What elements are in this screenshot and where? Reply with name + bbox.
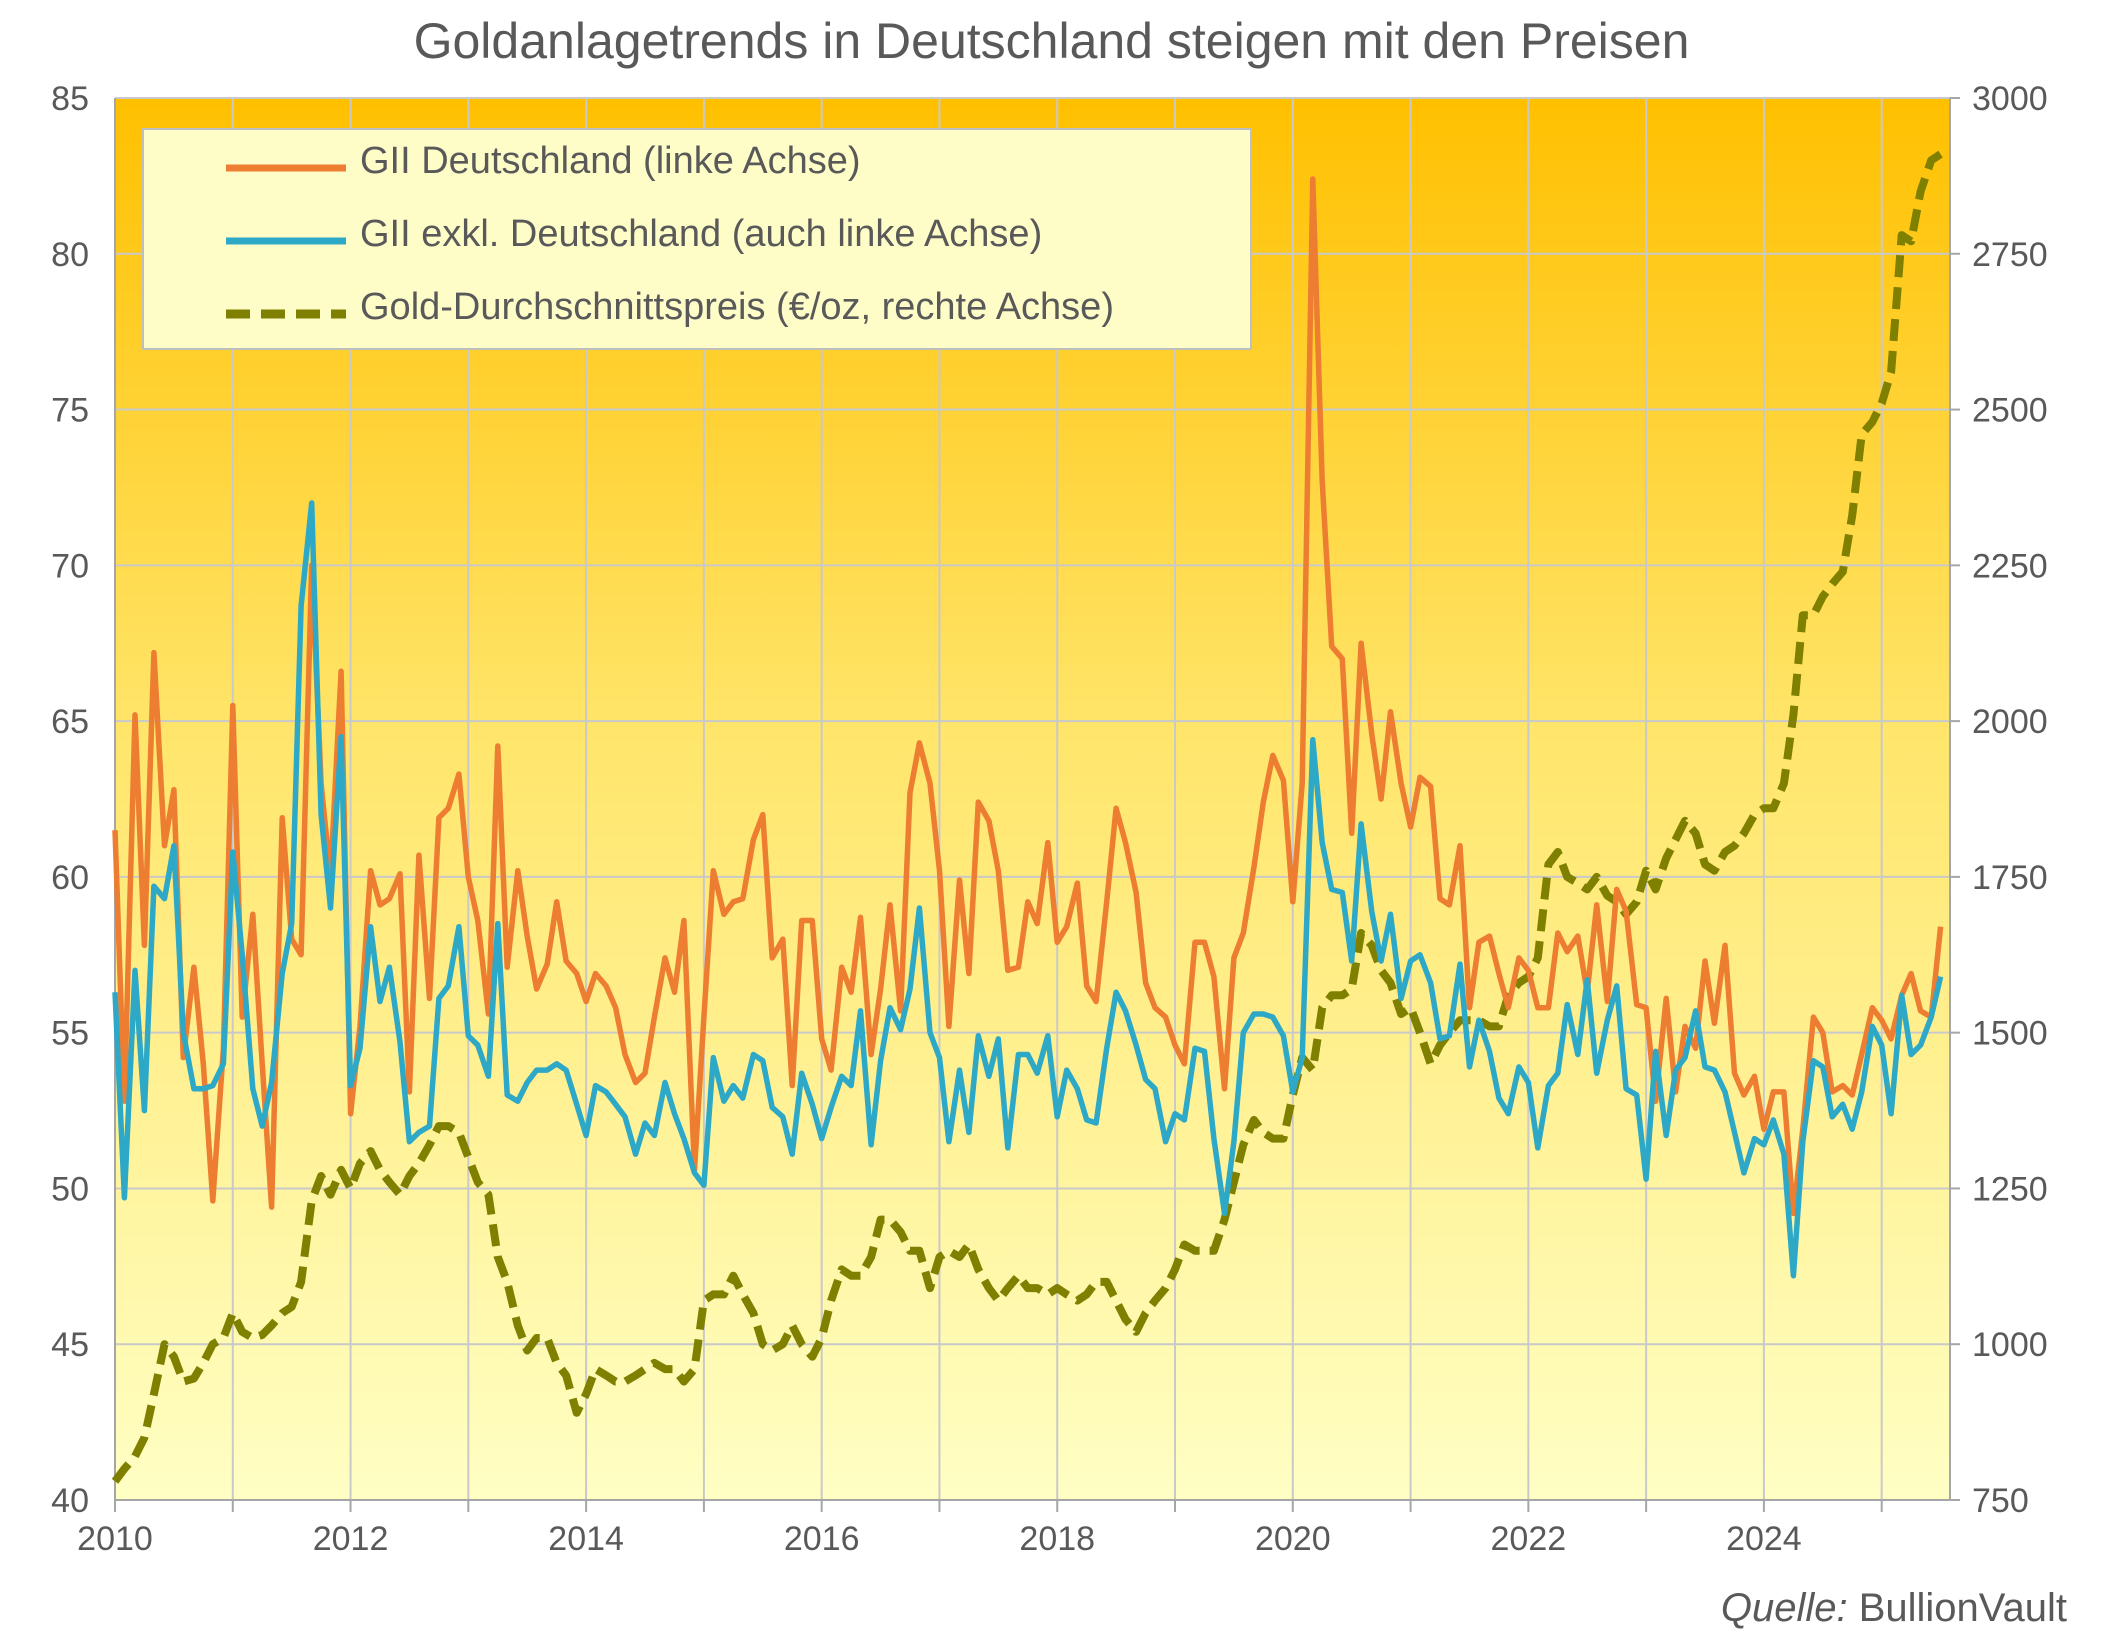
y-right-tick-label: 2500 — [1972, 392, 2048, 430]
x-tick-label: 2022 — [1491, 1520, 1567, 1558]
legend-label-gold-price: Gold-Durchschnittspreis (€/oz, rechte Ac… — [360, 286, 1114, 328]
source-label: Quelle: — [1720, 1586, 1848, 1630]
y-right-tick-label: 1500 — [1972, 1015, 2048, 1053]
y-left-tick-label: 75 — [51, 392, 89, 430]
legend-swatch-gii-de — [226, 164, 346, 172]
y-left-tick-label: 40 — [51, 1482, 89, 1520]
y-right-tick-label: 1750 — [1972, 859, 2048, 897]
series-line-gii-exkl-deutschland — [112, 500, 1944, 1279]
series-layer — [111, 150, 1944, 1484]
y-right-tick-label: 2750 — [1972, 236, 2048, 274]
legend: GII Deutschland (linke Achse) GII exkl. … — [142, 128, 1252, 350]
legend-swatch-gii-ex — [226, 237, 346, 245]
y-right-tick-label: 750 — [1972, 1482, 2029, 1520]
y-right-tick-label: 2250 — [1972, 547, 2048, 585]
series-line-gold-price — [111, 150, 1943, 1484]
x-tick-label: 2010 — [77, 1520, 153, 1558]
ticks-layer: 40 45 50 55 60 65 70 75 80 85 750 1000 1250 1500 1750 2… — [51, 80, 2047, 1558]
legend-item-gii-de: GII Deutschland (linke Achse) — [144, 130, 1250, 200]
x-tick-label: 2012 — [313, 1520, 389, 1558]
legend-label-gii-ex: GII exkl. Deutschland (auch linke Achse) — [360, 213, 1043, 255]
x-tick-label: 2024 — [1726, 1520, 1802, 1558]
y-left-tick-label: 50 — [51, 1170, 89, 1208]
y-left-tick-label: 65 — [51, 703, 89, 741]
x-tick-label: 2016 — [784, 1520, 860, 1558]
y-right-tick-label: 2000 — [1972, 703, 2048, 741]
y-right-tick-label: 1000 — [1972, 1326, 2048, 1364]
x-tick-label: 2020 — [1255, 1520, 1331, 1558]
chart-title: Goldanlagetrends in Deutschland steigen … — [413, 13, 1690, 69]
source-note: Quelle: BullionVault — [1721, 1586, 2067, 1631]
series-line-gii-deutschland — [112, 176, 1944, 1217]
y-right-tick-label: 3000 — [1972, 80, 2048, 118]
y-left-tick-label: 45 — [51, 1326, 89, 1364]
legend-label-gii-de: GII Deutschland (linke Achse) — [360, 140, 861, 182]
y-left-tick-label: 60 — [51, 859, 89, 897]
y-left-tick-label: 80 — [51, 236, 89, 274]
legend-item-gold-price: Gold-Durchschnittspreis (€/oz, rechte Ac… — [144, 276, 1250, 346]
y-left-tick-label: 70 — [51, 547, 89, 585]
legend-item-gii-ex: GII exkl. Deutschland (auch linke Achse) — [144, 203, 1250, 273]
source-value: BullionVault — [1858, 1586, 2067, 1630]
y-right-tick-label: 1250 — [1972, 1170, 2048, 1208]
legend-swatch-gold-price — [226, 309, 346, 319]
x-tick-label: 2018 — [1019, 1520, 1095, 1558]
axes — [114, 97, 1960, 1512]
y-left-tick-label: 85 — [51, 80, 89, 118]
y-left-tick-label: 55 — [51, 1015, 89, 1053]
x-tick-label: 2014 — [548, 1520, 624, 1558]
